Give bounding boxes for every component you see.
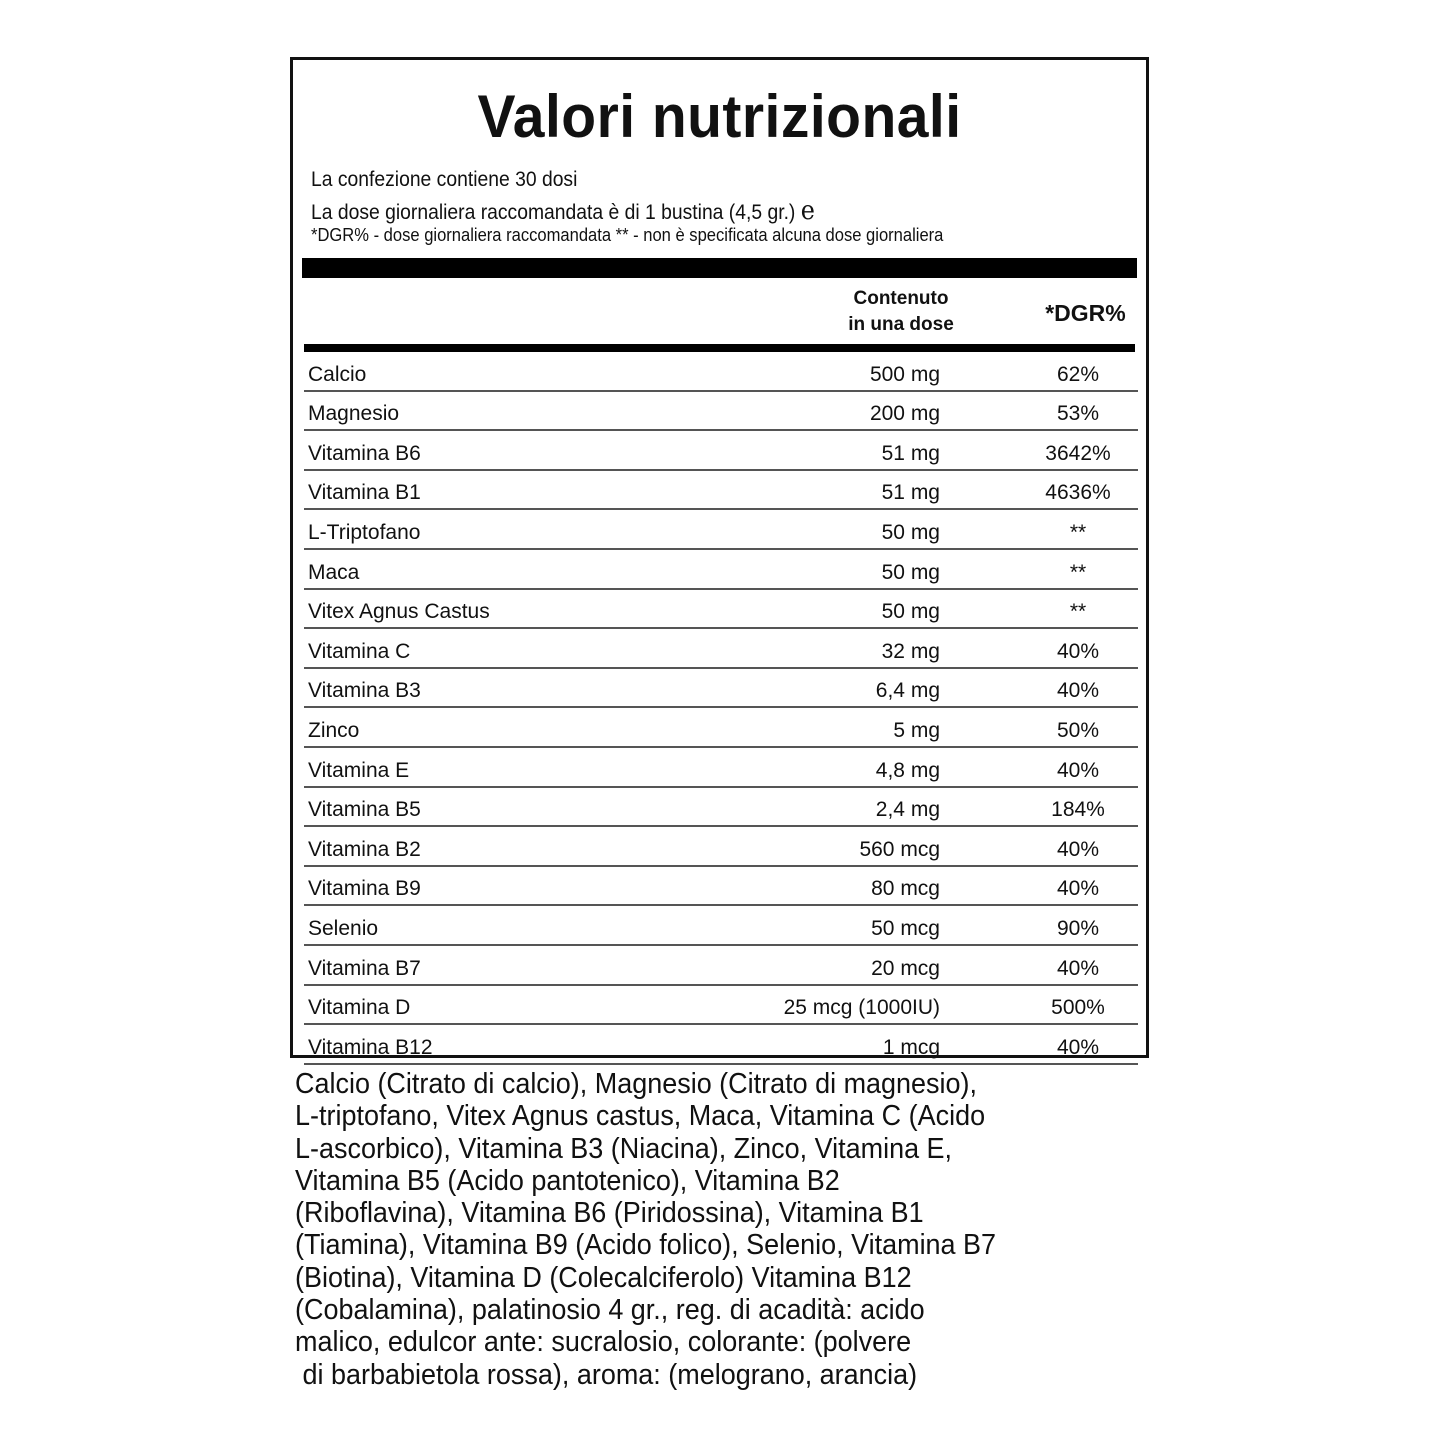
nutrient-amount: 25 mcg (1000IU): [783, 996, 940, 1020]
table-row: Vitamina B7 20 mcg 40%: [304, 946, 1138, 986]
nutrient-amount: 500 mg: [869, 362, 940, 386]
ingredients-line: (Biotina), Vitamina D (Colecalciferolo) …: [295, 1261, 912, 1294]
divider-header: [304, 344, 1135, 352]
table-row: Vitamina B6 51 mg 3642%: [304, 431, 1138, 471]
nutrient-name: Vitamina B5: [308, 798, 421, 822]
nutrient-amount: 200 mg: [869, 402, 940, 426]
nutrient-amount: 4,8 mg: [875, 758, 940, 782]
ingredients-line: malico, edulcor ante: sucralosio, colora…: [295, 1326, 912, 1359]
page-title: Valori nutrizionali: [477, 83, 962, 150]
nutrient-dgr: 4636%: [1045, 481, 1111, 505]
nutrient-name: Magnesio: [308, 402, 400, 426]
table-row: Calcio 500 mg 62%: [304, 352, 1138, 392]
nutrient-name: Vitamina B7: [308, 956, 421, 980]
header-amount: Contenuto in una dose: [831, 286, 971, 338]
nutrient-name: Vitamina B3: [308, 679, 421, 703]
recommended-dose: La dose giornaliera raccomandata è di 1 …: [311, 196, 815, 226]
nutrient-dgr: 40%: [1056, 679, 1100, 703]
nutrient-name: Maca: [308, 560, 360, 584]
ingredients-line: L-triptofano, Vitex Agnus castus, Maca, …: [295, 1100, 986, 1133]
nutrient-name: Vitamina B2: [308, 837, 421, 861]
nutrient-amount: 2,4 mg: [875, 798, 940, 822]
ingredients-line: (Cobalamina), palatinosio 4 gr., reg. di…: [295, 1294, 925, 1327]
header-dgr: *DGR%: [1045, 300, 1126, 326]
nutrient-dgr: 40%: [1056, 837, 1100, 861]
nutrient-amount: 6,4 mg: [875, 679, 940, 703]
nutrient-dgr: 184%: [1051, 798, 1105, 822]
dgr-legend: *DGR% - dose giornaliera raccomandata **…: [311, 225, 944, 245]
nutrient-dgr: 40%: [1056, 1035, 1100, 1059]
nutrient-name: Vitex Agnus Castus: [308, 600, 490, 624]
nutrient-amount: 51 mg: [881, 441, 940, 465]
nutrient-amount: 50 mcg: [871, 916, 940, 940]
table-row: Vitex Agnus Castus 50 mg **: [304, 590, 1138, 630]
table-row: Zinco 5 mg 50%: [304, 708, 1138, 748]
ingredients-line: Calcio (Citrato di calcio), Magnesio (Ci…: [295, 1068, 977, 1100]
nutrient-dgr: 40%: [1056, 877, 1100, 901]
nutrient-dgr: **: [1069, 600, 1087, 624]
ingredients-line: Vitamina B5 (Acido pantotenico), Vitamin…: [295, 1164, 840, 1197]
nutrient-name: Vitamina D: [308, 996, 411, 1020]
nutrient-name: L-Triptofano: [308, 520, 421, 544]
nutrient-name: Vitamina B1: [308, 481, 421, 505]
table-row: Vitamina B1 51 mg 4636%: [304, 471, 1138, 511]
nutrient-name: Vitamina B9: [308, 877, 421, 901]
nutrient-amount: 20 mcg: [871, 956, 940, 980]
nutrient-amount: 1 mcg: [882, 1035, 940, 1059]
nutrient-name: Calcio: [308, 362, 367, 386]
ingredients-line: di barbabietola rossa), aroma: (melogran…: [295, 1358, 918, 1391]
table-row: Magnesio 200 mg 53%: [304, 392, 1138, 432]
nutrient-amount: 32 mg: [881, 639, 940, 663]
table-row: Vitamina B9 80 mcg 40%: [304, 867, 1138, 907]
nutrient-dgr: 40%: [1056, 639, 1100, 663]
nutrient-dgr: **: [1069, 560, 1087, 584]
nutrient-dgr: **: [1069, 520, 1087, 544]
nutrient-amount: 51 mg: [881, 481, 940, 505]
e-mark: e: [800, 196, 815, 226]
nutrient-dgr: 500%: [1051, 996, 1105, 1020]
nutrient-amount: 560 mcg: [859, 837, 940, 861]
nutrient-name: Vitamina E: [308, 758, 410, 782]
table-row: Maca 50 mg **: [304, 550, 1138, 590]
nutrient-name: Vitamina B12: [308, 1035, 433, 1059]
table-row: Vitamina C 32 mg 40%: [304, 629, 1138, 669]
nutrient-name: Zinco: [308, 718, 360, 742]
ingredients-line: (Tiamina), Vitamina B9 (Acido folico), S…: [295, 1229, 997, 1262]
nutrient-name: Selenio: [308, 916, 379, 940]
ingredients-line: (Riboflavina), Vitamina B6 (Piridossina)…: [295, 1197, 924, 1230]
table-row: Selenio 50 mcg 90%: [304, 906, 1138, 946]
nutrient-name: Vitamina C: [308, 639, 411, 663]
nutrient-dgr: 3642%: [1045, 441, 1111, 465]
table-row: Vitamina E 4,8 mg 40%: [304, 748, 1138, 788]
table-row: L-Triptofano 50 mg **: [304, 510, 1138, 550]
ingredients-list: Calcio (Citrato di calcio), Magnesio (Ci…: [295, 1068, 996, 1391]
divider-thick: [302, 258, 1137, 278]
table-row: Vitamina B3 6,4 mg 40%: [304, 669, 1138, 709]
nutrient-dgr: 40%: [1056, 758, 1100, 782]
nutrient-amount: 50 mg: [881, 560, 940, 584]
nutrition-facts-panel: Valori nutrizionali La confezione contie…: [290, 57, 1149, 1065]
header-amount-line2: in una dose: [848, 314, 954, 335]
nutrient-name: Vitamina B6: [308, 441, 421, 465]
nutrient-dgr: 62%: [1056, 362, 1100, 386]
table-row: Vitamina B2 560 mcg 40%: [304, 827, 1138, 867]
nutrient-amount: 50 mg: [881, 600, 940, 624]
nutrient-amount: 5 mg: [893, 718, 940, 742]
nutrient-dgr: 90%: [1056, 916, 1100, 940]
ingredients-line: L-ascorbico), Vitamina B3 (Niacina), Zin…: [295, 1132, 953, 1165]
nutrient-dgr: 40%: [1056, 956, 1100, 980]
nutrient-amount: 80 mcg: [871, 877, 940, 901]
recommended-dose-text: La dose giornaliera raccomandata è di 1 …: [311, 201, 796, 224]
nutrient-amount: 50 mg: [881, 520, 940, 544]
nutrient-dgr: 53%: [1056, 402, 1100, 426]
servings-per-pack: La confezione contiene 30 dosi: [311, 168, 578, 191]
nutrient-dgr: 50%: [1056, 718, 1100, 742]
table-row: Vitamina B12 1 mcg 40%: [304, 1025, 1138, 1065]
nutrient-table: Calcio 500 mg 62% Magnesio 200 mg 53% Vitamina…: [304, 352, 1138, 1065]
header-amount-line1: Contenuto: [853, 288, 949, 309]
table-row: Vitamina D 25 mcg (1000IU) 500%: [304, 986, 1138, 1026]
table-row: Vitamina B5 2,4 mg 184%: [304, 788, 1138, 828]
